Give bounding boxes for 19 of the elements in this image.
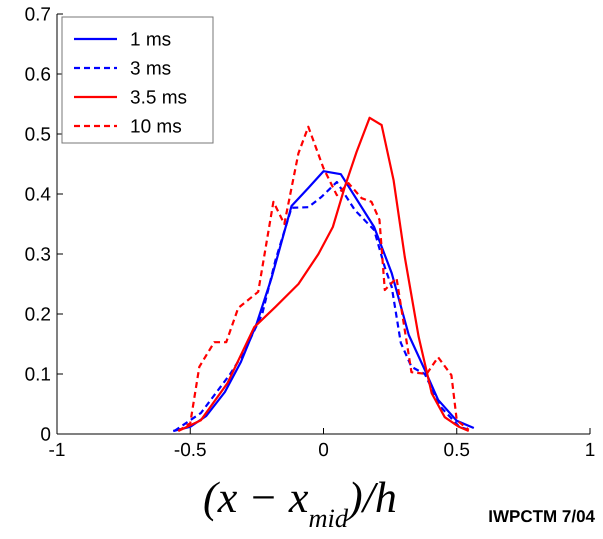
y-tick-label: 0.7 <box>24 4 51 26</box>
x-tick-label: 1 <box>584 440 596 461</box>
x-tick-label: -1 <box>48 440 66 461</box>
y-tick-label: 0 <box>40 424 51 446</box>
text: IWPCTM 7/04 <box>488 507 596 526</box>
legend-label: 3 ms <box>130 58 172 80</box>
x-tick-label: 0.5 <box>444 440 470 461</box>
y-tick-label: 0.1 <box>24 364 51 386</box>
legend-label: 1 ms <box>130 30 172 51</box>
x-axis-title: (x − x$_{mid}$)/h <box>203 473 397 533</box>
y-tick-label: 0.5 <box>24 124 51 146</box>
y-tick-label: 0.4 <box>24 184 52 206</box>
x-tick-label: 0 <box>318 440 329 461</box>
y-tick-label: 0.3 <box>24 244 51 266</box>
x-tick-label: -0.5 <box>174 440 207 461</box>
y-tick-label: 0.2 <box>24 304 51 326</box>
y-tick-label: 0.6 <box>24 64 51 86</box>
legend-label: 3.5 ms <box>130 88 188 109</box>
legend-label: 10 ms <box>130 116 182 138</box>
